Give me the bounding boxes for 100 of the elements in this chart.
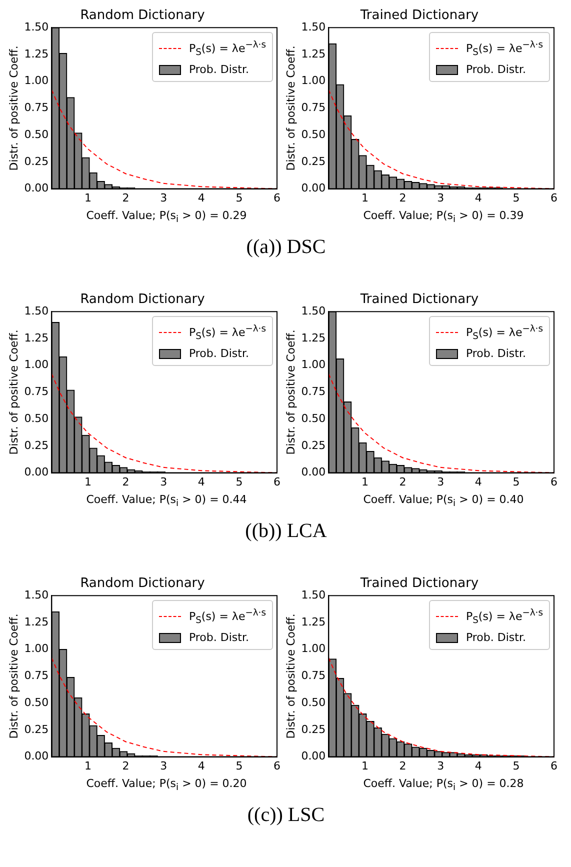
x-tick-label: 2 — [122, 191, 130, 204]
legend-label: P$_{S}$(s) = λe$^{−λ·s}$ — [466, 39, 543, 58]
y-tick-label: 1.25 — [24, 615, 49, 628]
chart-title: Random Dictionary — [80, 292, 206, 308]
y-tick-label: 1.50 — [301, 304, 326, 318]
y-tick-label: 1.25 — [301, 331, 326, 344]
x-axis-title: Coeff. Value; P(s$_{i}$ > 0) = 0.28 — [362, 777, 525, 794]
y-axis-title: Distr. of positive Coeff. — [7, 614, 20, 739]
legend-label: P$_{S}$(s) = λe$^{−λ·s}$ — [188, 323, 266, 342]
x-tick-label: 3 — [437, 475, 444, 488]
x-tick-label: 4 — [198, 759, 205, 772]
x-tick-label: 3 — [160, 191, 168, 204]
x-tick-label: 3 — [437, 191, 444, 204]
x-tick-label: 6 — [274, 191, 280, 204]
x-tick-label: 2 — [399, 475, 406, 488]
y-tick-label: 1.25 — [24, 331, 49, 344]
chart-title: Trained Dictionary — [359, 576, 479, 592]
x-tick-label: 1 — [84, 475, 92, 488]
x-tick-label: 1 — [361, 191, 368, 204]
x-tick-label: 4 — [474, 759, 482, 772]
y-tick-label: 1.00 — [301, 358, 326, 372]
legend-label: P$_{S}$(s) = λe$^{−λ·s}$ — [188, 607, 266, 626]
x-tick-label: 1 — [84, 759, 92, 772]
y-tick-label: 0.75 — [301, 101, 326, 114]
x-tick-label: 4 — [474, 475, 482, 488]
y-axis-title: Distr. of positive Coeff. — [284, 330, 298, 455]
legend-label: P$_{S}$(s) = λe$^{−λ·s}$ — [188, 39, 266, 58]
y-tick-label: 0.75 — [301, 669, 326, 682]
y-tick-label: 1.25 — [301, 615, 326, 628]
x-tick-label: 6 — [550, 759, 558, 772]
x-tick-label: 5 — [512, 759, 520, 772]
y-tick-label: 0.75 — [24, 101, 49, 114]
y-tick-label: 0.50 — [24, 696, 49, 709]
x-tick-label: 1 — [361, 759, 368, 772]
y-tick-label: 0.50 — [24, 128, 49, 141]
y-tick-label: 1.50 — [24, 588, 49, 602]
legend-label: Prob. Distr. — [188, 346, 249, 360]
x-tick-label: 2 — [122, 475, 130, 488]
y-tick-label: 1.00 — [301, 74, 326, 88]
x-tick-label: 6 — [550, 191, 558, 204]
text: ((b)) LCA — [244, 520, 328, 543]
y-tick-label: 1.50 — [301, 588, 326, 602]
y-tick-label: 1.00 — [24, 642, 49, 656]
y-tick-label: 1.00 — [301, 642, 326, 656]
x-tick-label: 2 — [399, 191, 406, 204]
x-tick-label: 3 — [160, 759, 168, 772]
y-tick-label: 0.25 — [24, 722, 49, 736]
x-tick-label: 1 — [84, 191, 92, 204]
x-tick-label: 5 — [236, 475, 243, 488]
legend-label: P$_{S}$(s) = λe$^{−λ·s}$ — [466, 323, 543, 342]
x-tick-label: 5 — [512, 475, 520, 488]
y-tick-label: 1.25 — [301, 47, 326, 60]
x-tick-label: 5 — [236, 759, 243, 772]
y-tick-label: 0.50 — [301, 696, 326, 709]
y-tick-label: 0.75 — [24, 385, 49, 398]
y-tick-label: 0.25 — [301, 154, 326, 168]
chart-title: Random Dictionary — [80, 8, 206, 24]
x-axis-title: Coeff. Value; P(s$_{i}$ > 0) = 0.44 — [85, 493, 248, 510]
y-tick-label: 0.00 — [24, 750, 49, 763]
legend-label: Prob. Distr. — [466, 630, 526, 644]
legend-label: Prob. Distr. — [188, 62, 249, 76]
x-tick-label: 4 — [198, 191, 205, 204]
y-tick-label: 0.50 — [301, 128, 326, 141]
x-tick-label: 3 — [437, 759, 444, 772]
y-tick-label: 0.00 — [24, 466, 49, 479]
legend-label: Prob. Distr. — [466, 346, 526, 360]
y-tick-label: 0.00 — [301, 182, 326, 195]
x-tick-label: 1 — [361, 475, 368, 488]
x-tick-label: 6 — [274, 475, 280, 488]
x-axis-title: Coeff. Value; P(s$_{i}$ > 0) = 0.29 — [85, 209, 248, 226]
x-tick-label: 3 — [160, 475, 168, 488]
y-axis-title: Distr. of positive Coeff. — [7, 46, 20, 171]
y-tick-label: 0.00 — [24, 182, 49, 195]
y-tick-label: 0.00 — [301, 750, 326, 763]
y-tick-label: 0.75 — [301, 385, 326, 398]
y-tick-label: 1.00 — [24, 74, 49, 88]
x-tick-label: 4 — [474, 191, 482, 204]
y-tick-label: 1.25 — [24, 47, 49, 60]
x-axis-title: Coeff. Value; P(s$_{i}$ > 0) = 0.39 — [362, 209, 525, 226]
legend-label: Prob. Distr. — [466, 62, 526, 76]
y-axis-title: Distr. of positive Coeff. — [284, 614, 298, 739]
y-axis-title: Distr. of positive Coeff. — [284, 46, 298, 171]
x-tick-label: 2 — [122, 759, 130, 772]
legend-label: P$_{S}$(s) = λe$^{−λ·s}$ — [466, 607, 543, 626]
y-axis-title: Distr. of positive Coeff. — [7, 330, 20, 455]
y-tick-label: 0.00 — [301, 466, 326, 479]
chart-title: Trained Dictionary — [359, 8, 479, 24]
x-tick-label: 5 — [236, 191, 243, 204]
x-tick-label: 2 — [399, 759, 406, 772]
x-axis-title: Coeff. Value; P(s$_{i}$ > 0) = 0.40 — [362, 493, 525, 510]
x-tick-label: 5 — [512, 191, 520, 204]
y-tick-label: 0.50 — [24, 412, 49, 425]
y-tick-label: 1.00 — [24, 358, 49, 372]
y-tick-label: 1.50 — [24, 304, 49, 318]
y-tick-label: 0.25 — [301, 438, 326, 452]
y-tick-label: 1.50 — [301, 20, 326, 34]
chart-title: Random Dictionary — [80, 576, 206, 592]
x-tick-label: 6 — [274, 759, 280, 772]
y-tick-label: 0.25 — [24, 154, 49, 168]
legend-label: Prob. Distr. — [188, 630, 249, 644]
